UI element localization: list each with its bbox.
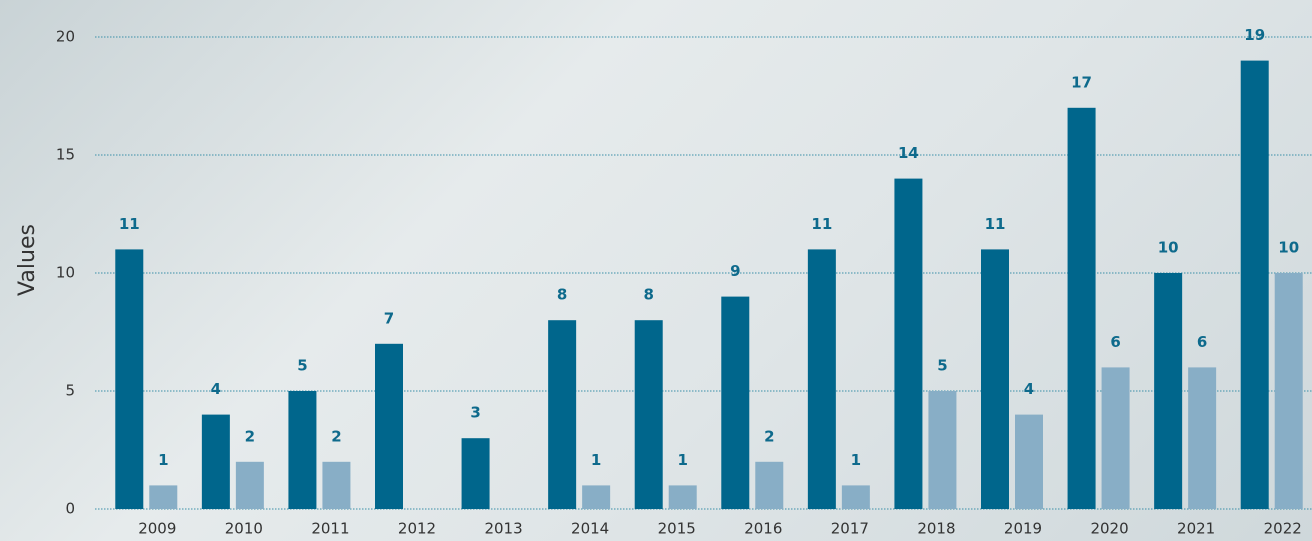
bar (808, 249, 836, 509)
x-tick-label: 2018 (917, 520, 955, 538)
x-tick-label: 2019 (1004, 520, 1042, 538)
bar (1068, 108, 1096, 509)
x-tick-label: 2017 (831, 520, 869, 538)
value-label: 1 (158, 451, 168, 469)
bar (981, 249, 1009, 509)
value-label: 2 (245, 427, 255, 445)
bar (115, 249, 143, 509)
bar (582, 485, 610, 509)
value-label: 1 (851, 451, 861, 469)
value-label: 5 (937, 357, 947, 375)
value-label: 11 (811, 215, 832, 233)
bar (1241, 61, 1269, 509)
value-label: 8 (643, 286, 653, 304)
bar (755, 462, 783, 509)
bar (236, 462, 264, 509)
bar (1188, 367, 1216, 509)
y-axis-label: Values (15, 224, 40, 296)
value-label: 3 (470, 404, 480, 422)
value-label: 1 (677, 451, 687, 469)
x-tick-label: 2013 (484, 520, 522, 538)
x-tick-label: 2016 (744, 520, 782, 538)
bar (202, 415, 230, 509)
x-tick-label: 2010 (225, 520, 263, 538)
x-tick-label: 2020 (1090, 520, 1128, 538)
value-label: 10 (1158, 239, 1179, 257)
x-tick-label: 2012 (398, 520, 436, 538)
bar (1275, 273, 1303, 509)
value-label: 10 (1278, 239, 1299, 257)
bar (322, 462, 350, 509)
y-tick-label: 15 (56, 146, 75, 164)
value-label: 5 (297, 357, 307, 375)
value-label: 8 (557, 286, 567, 304)
value-label: 19 (1244, 26, 1265, 44)
x-tick-label: 2015 (658, 520, 696, 538)
value-label: 17 (1071, 73, 1092, 91)
y-tick-label: 10 (56, 264, 75, 282)
value-label: 2 (331, 427, 341, 445)
bar (288, 391, 316, 509)
bar (149, 485, 177, 509)
value-label: 2 (764, 427, 774, 445)
x-tick-label: 2021 (1177, 520, 1215, 538)
chart: Values 051015202009111201042201152201272… (0, 0, 1312, 541)
bar (1154, 273, 1182, 509)
x-tick-label: 2014 (571, 520, 609, 538)
bar (842, 485, 870, 509)
bar (669, 485, 697, 509)
value-label: 4 (1024, 380, 1034, 398)
value-label: 6 (1197, 333, 1207, 351)
bar (635, 320, 663, 509)
x-tick-label: 2022 (1264, 520, 1302, 538)
value-label: 4 (211, 380, 221, 398)
y-tick-label: 0 (65, 500, 75, 518)
x-tick-label: 2011 (311, 520, 349, 538)
bar (462, 438, 490, 509)
bar (548, 320, 576, 509)
value-label: 11 (985, 215, 1006, 233)
value-label: 11 (119, 215, 140, 233)
value-label: 6 (1110, 333, 1120, 351)
value-label: 1 (591, 451, 601, 469)
bar (928, 391, 956, 509)
value-label: 14 (898, 144, 919, 162)
y-tick-label: 20 (56, 28, 75, 46)
value-label: 9 (730, 262, 740, 280)
value-label: 7 (384, 309, 394, 327)
bar (721, 297, 749, 509)
bar (375, 344, 403, 509)
x-tick-label: 2009 (138, 520, 176, 538)
y-tick-label: 5 (65, 382, 75, 400)
bar (1102, 367, 1130, 509)
bar (894, 179, 922, 509)
bar (1015, 415, 1043, 509)
